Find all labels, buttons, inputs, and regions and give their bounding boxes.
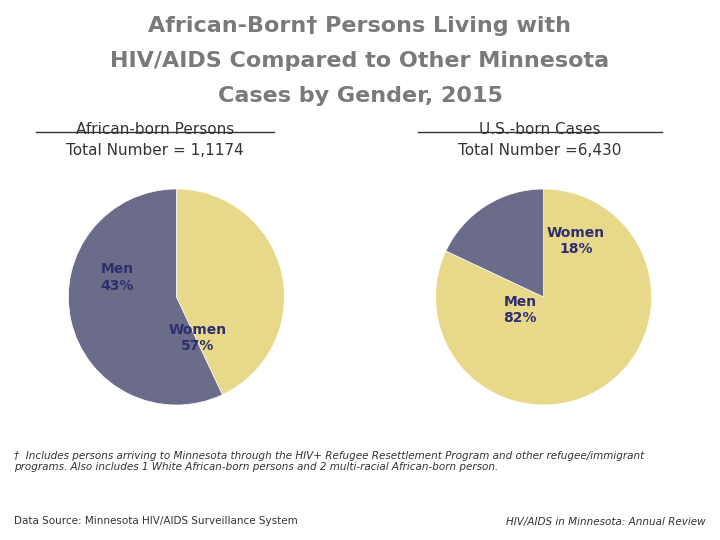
Text: Data Source: Minnesota HIV/AIDS Surveillance System: Data Source: Minnesota HIV/AIDS Surveill… [14,516,298,526]
Text: Total Number =6,430: Total Number =6,430 [459,143,621,158]
Text: African-Born† Persons Living with: African-Born† Persons Living with [148,16,572,36]
Text: HIV/AIDS in Minnesota: Annual Review: HIV/AIDS in Minnesota: Annual Review [506,516,706,526]
Wedge shape [446,189,544,297]
Text: Men
43%: Men 43% [100,262,134,293]
Text: Women
18%: Women 18% [547,226,605,256]
Text: Women
57%: Women 57% [169,323,227,353]
Wedge shape [68,189,222,405]
Text: U.S.-born Cases: U.S.-born Cases [480,122,600,137]
Wedge shape [436,189,652,405]
Text: Total Number = 1,1174: Total Number = 1,1174 [66,143,243,158]
Text: African-born Persons: African-born Persons [76,122,234,137]
Text: †  Includes persons arriving to Minnesota through the HIV+ Refugee Resettlement : † Includes persons arriving to Minnesota… [14,451,644,472]
Text: HIV/AIDS Compared to Other Minnesota: HIV/AIDS Compared to Other Minnesota [110,51,610,71]
Text: Cases by Gender, 2015: Cases by Gender, 2015 [217,86,503,106]
Wedge shape [176,189,284,395]
Text: Men
82%: Men 82% [503,295,536,325]
